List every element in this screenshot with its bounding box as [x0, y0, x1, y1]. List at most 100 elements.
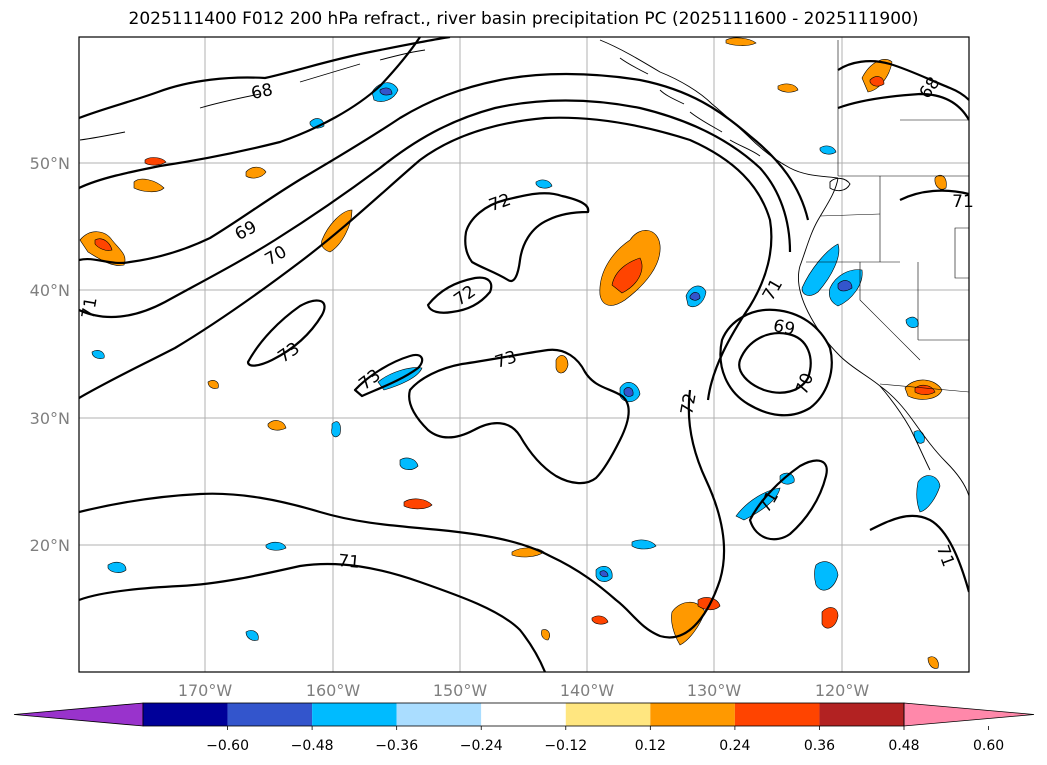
colorbar-tick-label: −0.60	[206, 738, 249, 754]
contour-line-69	[79, 72, 810, 264]
colorbar-tick-label: 0.36	[804, 738, 835, 754]
precip-blob	[245, 166, 267, 179]
colorbar-outline	[142, 702, 905, 727]
border-wa-or	[819, 213, 881, 217]
contour-line-72-inner	[464, 192, 590, 283]
graticule	[79, 37, 969, 672]
precip-blob	[814, 561, 839, 591]
precip-blob	[599, 570, 609, 578]
precip-blob	[725, 37, 757, 46]
contour-label: 72	[677, 392, 700, 417]
precip-blob	[837, 280, 853, 292]
precip-blob	[91, 350, 105, 359]
precip-blob	[927, 656, 939, 669]
colorbar-tick-label: −0.24	[460, 738, 503, 754]
coastline-alaska-islands	[619, 57, 761, 157]
contour-line-72-big	[79, 389, 726, 639]
map-title: 2025111400 F012 200 hPa refract., river …	[128, 9, 919, 29]
lat-label: 40°N	[30, 281, 70, 300]
contour-line-71-far-se	[869, 514, 969, 593]
contour-label: 71	[337, 551, 360, 573]
precip-blob	[869, 76, 885, 87]
precip-blob	[555, 355, 569, 374]
border-nv-ca	[859, 262, 921, 361]
precip-blob	[934, 175, 947, 190]
colorbar-segment	[734, 703, 820, 726]
precip-blob	[94, 238, 113, 251]
contour-line-69-ne	[837, 92, 969, 121]
precip-blob	[267, 420, 287, 431]
colorbar-extend-high	[903, 702, 1035, 727]
precip-blob	[819, 145, 837, 155]
colorbar-segment	[650, 703, 735, 726]
contour-line-72-mid	[426, 276, 493, 314]
lon-label: 140°W	[560, 681, 615, 700]
precip-blob	[265, 541, 287, 551]
precip-blob	[631, 539, 657, 550]
contour-line-73-central	[408, 348, 630, 485]
border-mexico	[879, 383, 969, 393]
lon-label: 120°W	[815, 681, 870, 700]
colorbar-segment	[819, 703, 904, 726]
contour-line-68-se	[79, 37, 421, 189]
colorbar-segment	[565, 703, 651, 726]
precip-blob	[591, 615, 609, 625]
refractivity-contours	[79, 37, 969, 672]
precip-blob	[541, 629, 550, 641]
latitude-labels: 50°N 40°N 30°N 20°N	[30, 154, 70, 555]
contour-line-69-right	[738, 332, 812, 394]
border-box-ut	[954, 227, 969, 279]
lat-label: 30°N	[30, 409, 70, 428]
lat-label: 20°N	[30, 536, 70, 555]
contour-line-70	[79, 99, 792, 319]
contour-label: 68	[249, 80, 274, 104]
precip-blob	[107, 561, 127, 573]
map-panel	[78, 36, 970, 673]
precip-blob	[777, 83, 799, 93]
contour-line-70-right	[719, 308, 833, 417]
contour-line-68-ne	[837, 60, 969, 101]
precip-blob	[821, 607, 839, 629]
colorbar-tick-label: 0.48	[888, 738, 919, 754]
precip-blob	[801, 243, 840, 296]
coastline-west-coast	[797, 177, 969, 497]
colorbar-tick-label: 0.24	[719, 738, 750, 754]
precip-blob	[207, 380, 219, 389]
precip-blob	[623, 387, 634, 397]
precip-blob	[399, 457, 419, 470]
lat-label: 50°N	[30, 154, 70, 173]
precip-blob	[331, 421, 341, 438]
colorbar-segment	[312, 703, 397, 726]
state-borders	[806, 40, 969, 393]
precip-blob	[535, 179, 553, 189]
contour-line-71-outer	[79, 562, 547, 672]
contour-line-70-ne	[899, 189, 969, 201]
precip-blob	[321, 209, 353, 253]
contour-line-71-se	[748, 459, 828, 541]
colorbar-tick-label: −0.36	[375, 738, 418, 754]
contour-label: 69	[771, 316, 796, 340]
colorbar-segment	[481, 703, 566, 726]
colorbar-segment	[143, 703, 228, 726]
coastline-aleutians	[79, 49, 426, 141]
colorbar-tick-label: −0.12	[544, 738, 587, 754]
colorbar-extend-low	[13, 702, 144, 727]
contour-label: 71	[78, 296, 101, 321]
colorbar-tick-label: 0.12	[635, 738, 666, 754]
contour-label: 71	[952, 192, 974, 212]
colorbar-segment	[227, 703, 313, 726]
precip-blob	[133, 178, 165, 193]
precip-blob	[245, 630, 259, 641]
lon-label: 170°W	[178, 681, 233, 700]
precip-blob	[861, 58, 893, 93]
lon-label: 150°W	[433, 681, 488, 700]
map-frame	[78, 36, 970, 673]
longitude-labels: 170°W 160°W 150°W 140°W 130°W 120°W	[178, 681, 870, 700]
colorbar-tick-label: 0.60	[973, 738, 1004, 754]
precipitation-shading	[79, 37, 947, 669]
precip-blob	[144, 157, 167, 166]
contour-line-73-left	[246, 299, 326, 367]
precip-blob	[916, 475, 941, 513]
coastline-vancouver-island	[829, 177, 851, 192]
